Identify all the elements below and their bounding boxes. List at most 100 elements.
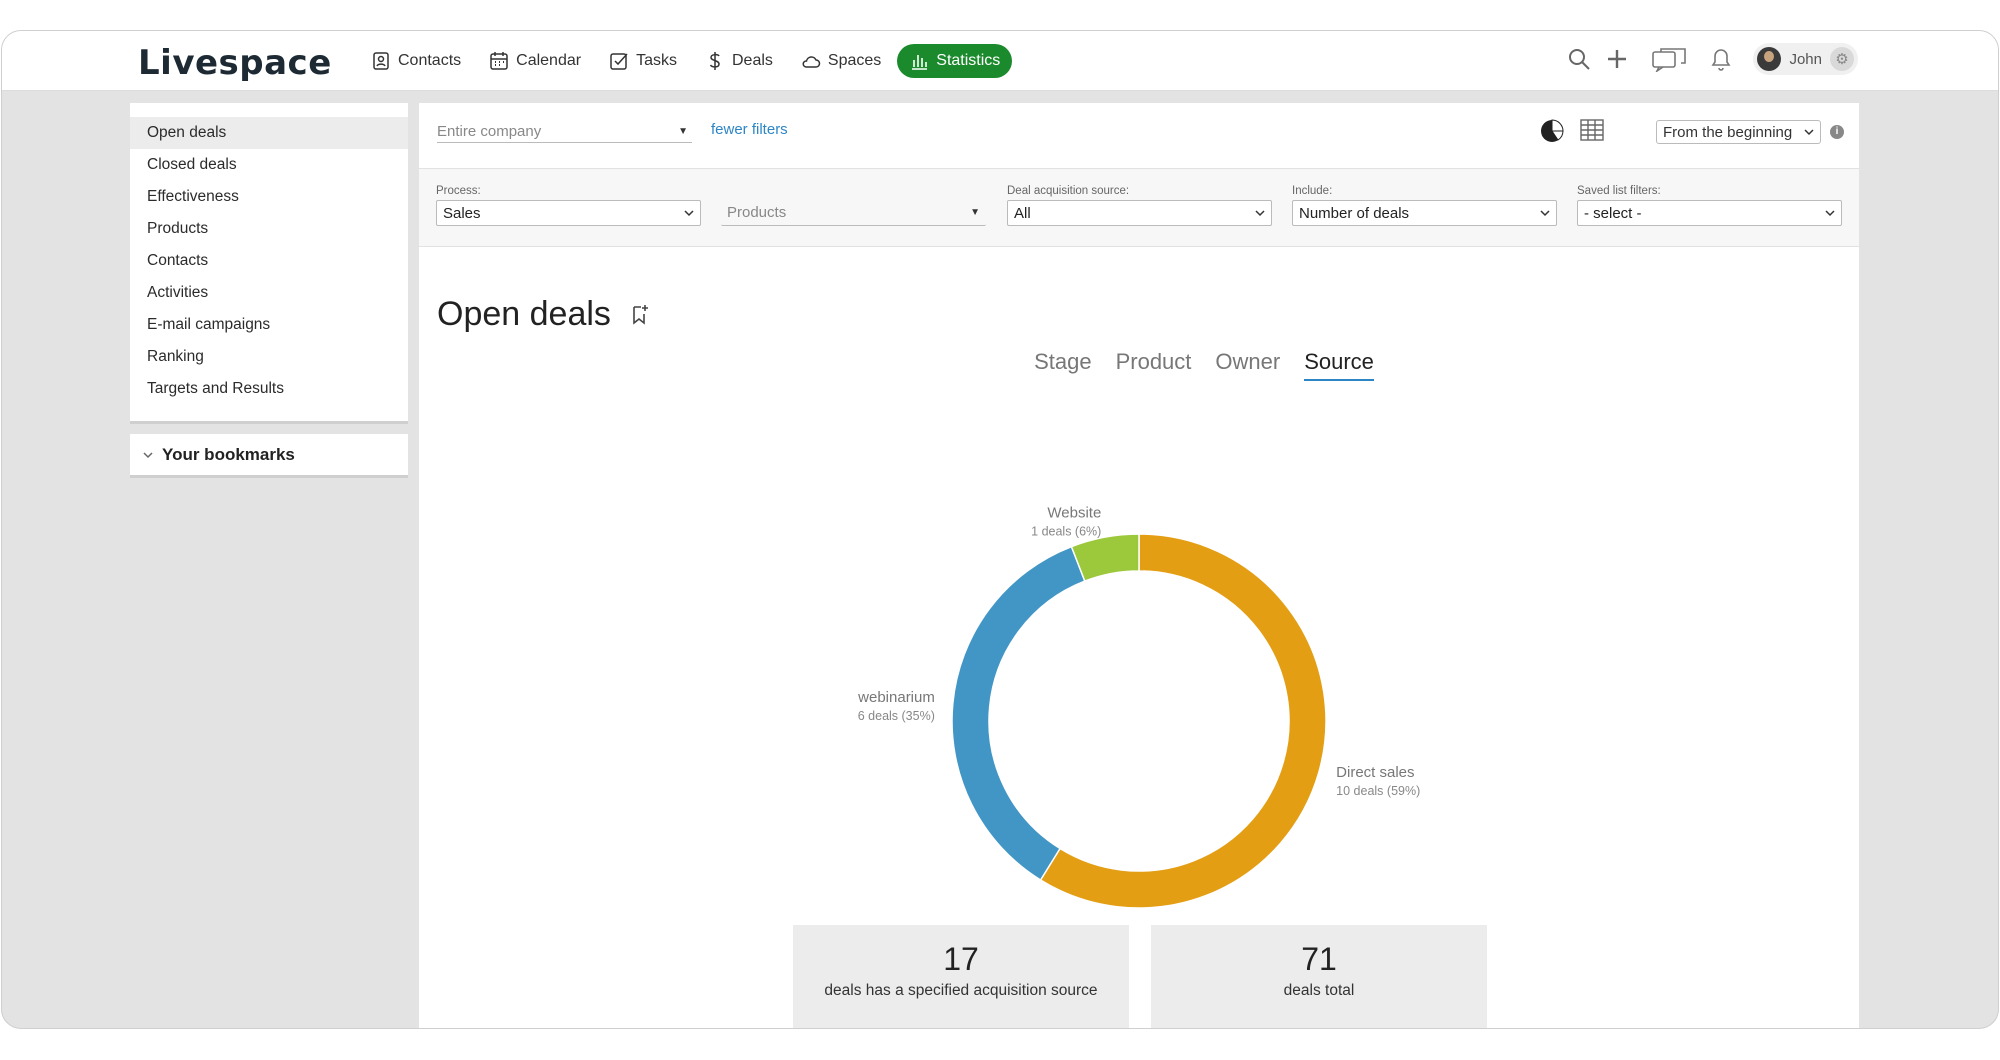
toolbar-right: John ⚙ (1565, 43, 1858, 75)
caret-down-icon: ▼ (970, 207, 980, 218)
report-list: Open deals Closed deals Effectiveness Pr… (130, 103, 408, 424)
nav-calendar[interactable]: Calendar (477, 44, 593, 78)
nav-statistics[interactable]: Statistics (897, 44, 1013, 78)
donut-slice-direct-sales[interactable] (1039, 533, 1327, 909)
slice-name-label: webinarium (857, 689, 935, 706)
nav-spaces-label: Spaces (827, 52, 882, 69)
filters-row: Process: Sales Products ▼ Deal acquisiti… (419, 169, 1859, 247)
products-label (721, 185, 986, 200)
chevron-down-icon (1540, 210, 1550, 217)
products-value: Products (727, 204, 787, 221)
bell-icon[interactable] (1707, 45, 1735, 73)
include-label: Include: (1292, 185, 1333, 197)
table-icon[interactable] (1580, 119, 1604, 148)
process-filter: Process: Sales (436, 185, 701, 226)
products-filter: Products ▼ (721, 185, 986, 226)
sidebar-item-open-deals[interactable]: Open deals (130, 117, 408, 149)
slice-name-label: Website (1047, 504, 1101, 521)
checkbox-icon (610, 53, 628, 70)
user-name: John (1789, 50, 1822, 68)
process-label: Process: (436, 185, 481, 197)
source-label: Deal acquisition source: (1007, 185, 1130, 197)
nav-deals[interactable]: Deals (693, 44, 785, 78)
sidebar-item-targets[interactable]: Targets and Results (147, 380, 284, 397)
slice-value-label: 1 deals (6%) (1031, 524, 1101, 538)
contact-card-icon (373, 52, 389, 70)
tab-owner[interactable]: Owner (1215, 349, 1281, 374)
include-value: Number of deals (1299, 204, 1410, 222)
page-title: Open deals (437, 295, 649, 334)
avatar (1757, 47, 1782, 71)
sidebar-item-contacts[interactable]: Contacts (147, 252, 209, 269)
chat-icon[interactable] (1649, 45, 1689, 73)
include-select[interactable]: Number of deals (1292, 200, 1557, 226)
chevron-down-icon (1255, 210, 1265, 217)
caret-down-icon: ▼ (678, 126, 688, 137)
stat-label: deals has a specified acquisition source (824, 982, 1098, 999)
saved-filter: Saved list filters: - select - (1577, 185, 1842, 226)
saved-select[interactable]: - select - (1577, 200, 1842, 226)
donut-slice-website[interactable] (1070, 533, 1140, 583)
nav-deals-label: Deals (731, 52, 773, 69)
cloud-icon (802, 56, 821, 68)
logo[interactable]: Livespace (138, 43, 332, 83)
sidebar-item-products[interactable]: Products (147, 220, 209, 237)
add-icon[interactable] (1603, 45, 1631, 73)
app-window: Livespace Contacts Calendar Tasks Deals … (1, 30, 1999, 1029)
tab-product[interactable]: Product (1115, 349, 1192, 374)
chevron-down-icon (684, 210, 694, 217)
dollar-icon (709, 52, 720, 70)
pie-chart-icon[interactable] (1540, 119, 1564, 148)
source-select[interactable]: All (1007, 200, 1272, 226)
nav-spaces[interactable]: Spaces (789, 44, 893, 78)
bookmarks-label: Your bookmarks (162, 444, 295, 464)
nav-calendar-label: Calendar (516, 52, 582, 69)
sidebar: Open deals Closed deals Effectiveness Pr… (130, 103, 408, 478)
user-menu[interactable]: John ⚙ (1753, 43, 1858, 75)
period-select[interactable]: From the beginning (1656, 120, 1821, 144)
view-switch (1540, 119, 1604, 148)
period-value: From the beginning (1663, 123, 1793, 141)
slice-value-label: 6 deals (35%) (858, 709, 935, 723)
donut-slice-webinarium[interactable] (951, 545, 1086, 882)
fewer-filters-link[interactable]: fewer filters (711, 121, 788, 138)
stat-label: deals total (1283, 982, 1355, 999)
saved-value: - select - (1584, 204, 1642, 222)
chevron-down-icon (143, 451, 153, 458)
stats-row: 17 deals has a specified acquisition sou… (793, 925, 1487, 1028)
nav-tasks-label: Tasks (636, 52, 677, 69)
source-filter: Deal acquisition source: All (1007, 185, 1272, 226)
tab-source[interactable]: Source (1304, 349, 1374, 381)
main-nav: Contacts Calendar Tasks Deals Spaces Sta… (359, 44, 1013, 78)
company-select[interactable]: Entire company ▼ (437, 121, 692, 143)
bar-chart-icon (912, 55, 928, 70)
info-icon[interactable]: i (1830, 125, 1844, 139)
products-select[interactable]: Products ▼ (721, 200, 986, 226)
slice-label-group: Website 1 deals (6%) (1031, 504, 1101, 538)
company-placeholder: Entire company (437, 123, 542, 140)
page-title-text: Open deals (437, 295, 611, 333)
saved-label: Saved list filters: (1577, 185, 1661, 197)
sidebar-item-effectiveness[interactable]: Effectiveness (147, 188, 239, 205)
chevron-down-icon (1825, 210, 1835, 217)
nav-contacts[interactable]: Contacts (359, 44, 473, 78)
gear-icon[interactable]: ⚙ (1830, 47, 1854, 71)
donut-chart: Direct sales 10 deals (59%) webinarium 6 de… (857, 504, 1420, 909)
slice-label-group: Direct sales 10 deals (59%) (1336, 764, 1420, 798)
source-value: All (1014, 204, 1031, 222)
slice-label-group: webinarium 6 deals (35%) (857, 689, 935, 723)
sidebar-item-closed-deals[interactable]: Closed deals (147, 156, 237, 173)
sidebar-item-activities[interactable]: Activities (147, 284, 209, 301)
sidebar-item-ranking[interactable]: Ranking (147, 348, 204, 365)
nav-tasks[interactable]: Tasks (597, 44, 689, 78)
sidebar-item-email-campaigns[interactable]: E-mail campaigns (147, 316, 271, 333)
process-select[interactable]: Sales (436, 200, 701, 226)
bookmark-add-icon[interactable] (631, 304, 649, 326)
tab-stage[interactable]: Stage (1034, 349, 1092, 374)
bookmarks-toggle[interactable]: Your bookmarks (130, 434, 408, 478)
nav-statistics-label: Statistics (936, 52, 1001, 69)
top-bar: Livespace Contacts Calendar Tasks Deals … (2, 31, 1998, 91)
stat-value: 71 (1301, 941, 1337, 977)
search-icon[interactable] (1565, 45, 1593, 73)
slice-value-label: 10 deals (59%) (1336, 784, 1420, 798)
